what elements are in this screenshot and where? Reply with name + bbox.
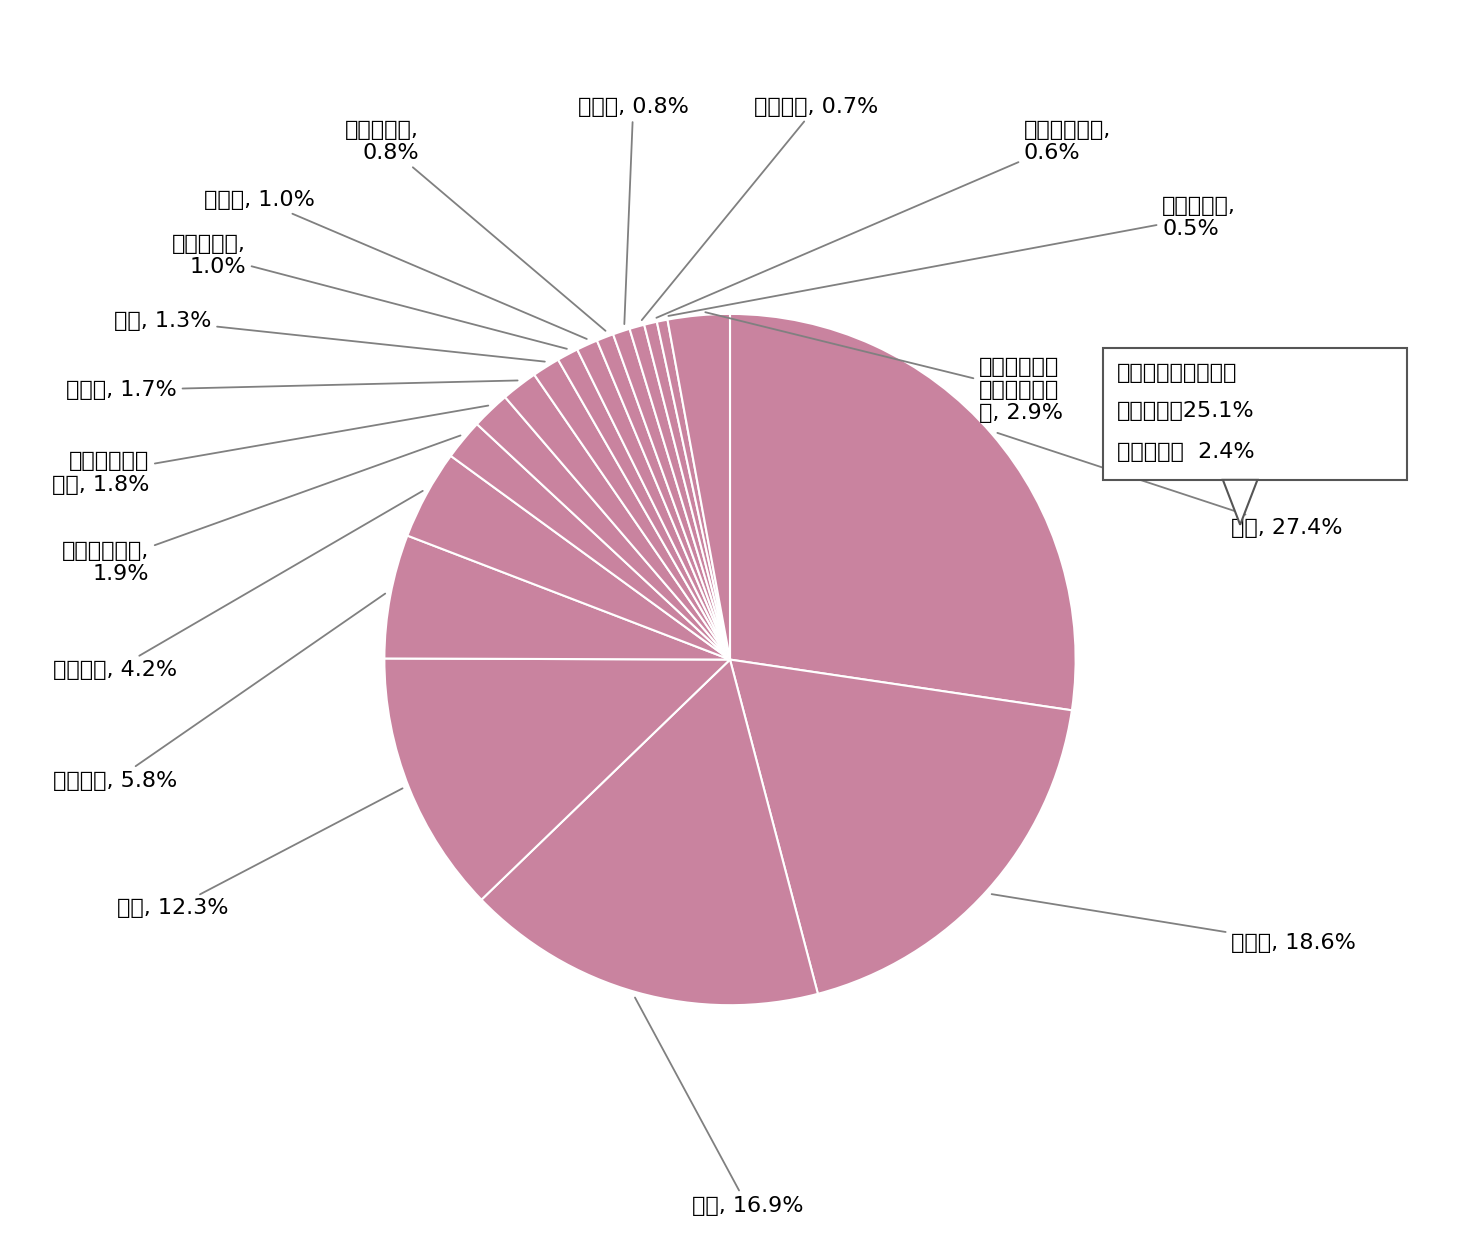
Text: タイ, 1.3%: タイ, 1.3%	[114, 311, 545, 361]
Text: チェコ, 1.0%: チェコ, 1.0%	[204, 190, 587, 339]
Wedge shape	[384, 659, 730, 900]
Wedge shape	[730, 660, 1072, 994]
Wedge shape	[505, 375, 730, 660]
Wedge shape	[730, 314, 1076, 710]
Wedge shape	[644, 321, 730, 660]
Wedge shape	[667, 314, 730, 660]
Text: スロベニア,
0.5%: スロベニア, 0.5%	[669, 195, 1237, 316]
Wedge shape	[407, 456, 730, 660]
Text: アラブ首長国
連邦, 1.8%: アラブ首長国 連邦, 1.8%	[53, 405, 488, 495]
Text: 香港上場：25.1%: 香港上場：25.1%	[1117, 401, 1254, 421]
Text: 台湾, 16.9%: 台湾, 16.9%	[635, 998, 803, 1216]
Polygon shape	[1223, 480, 1257, 525]
Wedge shape	[534, 360, 730, 660]
Wedge shape	[577, 340, 730, 660]
Text: 本土上場：  2.4%: 本土上場： 2.4%	[1117, 442, 1254, 462]
Wedge shape	[451, 424, 730, 660]
Text: ベトナム, 0.7%: ベトナム, 0.7%	[642, 96, 879, 320]
Wedge shape	[629, 325, 730, 660]
Text: 中国, 27.4%: 中国, 27.4%	[997, 432, 1343, 539]
Wedge shape	[597, 334, 730, 660]
Text: 韓国, 12.3%: 韓国, 12.3%	[117, 789, 403, 919]
Wedge shape	[657, 320, 730, 660]
Wedge shape	[482, 660, 818, 1005]
Text: 南アフリカ,
1.0%: 南アフリカ, 1.0%	[172, 234, 566, 349]
Text: ロシア, 18.6%: ロシア, 18.6%	[991, 894, 1356, 952]
Text: その他の国、
預金等、その
他, 2.9%: その他の国、 預金等、その 他, 2.9%	[705, 312, 1063, 424]
Text: インド, 0.8%: インド, 0.8%	[578, 96, 689, 324]
Text: トルコ, 1.7%: トルコ, 1.7%	[66, 380, 518, 400]
Text: インドネシア,
0.6%: インドネシア, 0.6%	[657, 120, 1111, 318]
Text: メキシコ, 5.8%: メキシコ, 5.8%	[53, 594, 385, 790]
Wedge shape	[384, 535, 730, 660]
Wedge shape	[613, 329, 730, 660]
Text: ルーマニア,
0.8%: ルーマニア, 0.8%	[345, 120, 606, 331]
Text: ブラジル, 4.2%: ブラジル, 4.2%	[53, 491, 423, 680]
Text: 【中国株式の内訳】: 【中国株式の内訳】	[1117, 362, 1238, 382]
Text: カザフスタン,
1.9%: カザフスタン, 1.9%	[63, 435, 460, 585]
Wedge shape	[558, 350, 730, 660]
Wedge shape	[477, 398, 730, 660]
FancyBboxPatch shape	[1104, 349, 1407, 480]
